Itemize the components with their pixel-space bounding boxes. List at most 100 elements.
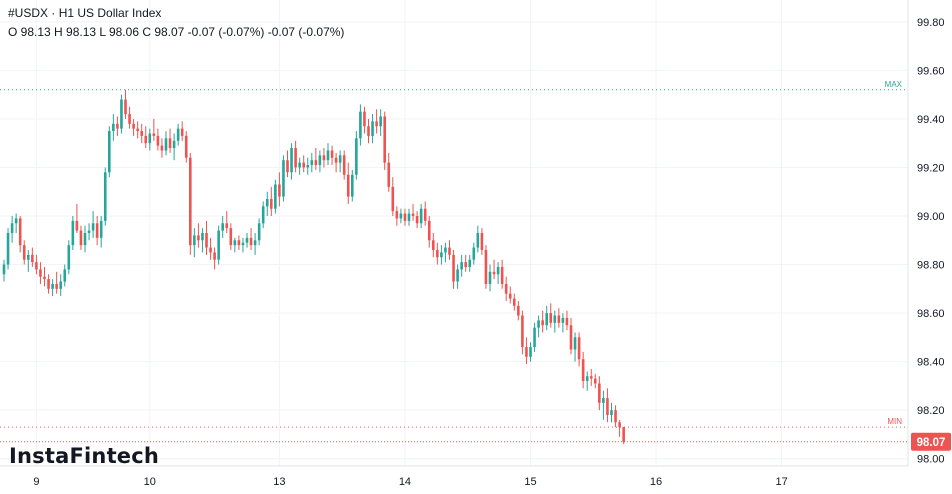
candle [379,109,382,136]
candle [225,211,229,233]
candle [180,121,184,141]
candle [444,242,447,263]
candle [577,332,581,367]
candle-body [14,218,18,224]
candle-body [47,279,50,289]
candle [488,264,492,292]
candle [399,208,403,224]
candle [241,237,245,253]
instafintech-logo: InstaFintech [9,444,160,468]
candle [99,216,103,248]
candle-body [456,269,459,282]
candle [346,162,350,204]
candle-body [346,174,350,197]
instrument-title: H1 US Dollar Index [58,6,162,20]
candle-body [156,135,160,146]
candle-body [128,114,131,124]
candle [6,228,10,270]
candle-body [10,223,14,233]
candle [229,223,233,250]
price-tick-label: 98.60 [917,308,945,320]
candle-body [18,218,22,246]
candle [43,266,46,287]
last-price-badge-text: 98.07 [917,437,946,449]
grid-lines [0,0,909,467]
candle-body [468,259,472,267]
candle [326,143,330,166]
candle [411,203,415,221]
candle [217,225,220,265]
candle-body [184,135,188,158]
candle [253,233,257,255]
title-separator: · [51,6,56,20]
candle [71,216,75,250]
time-tick-label: 15 [524,476,536,488]
candle-body [432,240,435,250]
candle [338,150,342,173]
candle [205,220,208,255]
price-tick-label: 99.20 [917,162,945,174]
candle-body [176,128,180,141]
candle-body [318,155,322,166]
candle-body [189,157,192,246]
candle [383,111,386,170]
candle [87,223,91,241]
candle [468,254,472,272]
candle-body [573,337,577,350]
candle [197,223,200,248]
candle [427,216,431,248]
time-tick-label: 13 [273,476,285,488]
candle [496,262,500,284]
candle-body [249,237,253,246]
candle-body [517,305,520,316]
candle-body [521,315,524,348]
candle-body [209,247,212,253]
candle [415,211,419,229]
candle [245,233,249,248]
candle [39,262,42,284]
candle-body [618,422,621,428]
candle [47,274,50,294]
time-tick-label: 14 [399,476,411,488]
price-axis[interactable]: 98.00 98.20 98.40 98.60 98.80 99.00 99.20 99.40… [917,17,945,466]
time-axis[interactable]: 9 10 13 14 15 16 17 [33,476,787,488]
candle [598,376,601,411]
candle [83,225,87,253]
candle [610,402,613,423]
candle-body [375,121,378,127]
ohlc-readout: O 98.13 H 98.13 L 98.06 C 98.07 -0.07 (-… [8,25,345,39]
candle-body [423,208,427,221]
candle [237,235,241,250]
price-tick-label: 99.40 [917,114,945,126]
candle [342,150,346,180]
candle-body [43,276,46,280]
candle-body [525,347,528,357]
candle-body [411,213,415,217]
candle [472,242,476,265]
price-tick-label: 98.80 [917,260,945,272]
candle [176,123,180,146]
candle [128,106,131,129]
candle [387,152,391,192]
candle [436,242,439,265]
chart-title: #USDX · H1 US Dollar Index [8,6,161,20]
candle-body [290,148,293,173]
candle [492,259,496,280]
candle [274,179,277,214]
candle [233,237,237,253]
candle-body [448,247,451,255]
candle [164,131,168,156]
candle-body [585,376,589,382]
candle-body [371,121,374,136]
candle-body [622,427,625,442]
candle [452,249,455,289]
candle [440,245,443,265]
candle [391,177,395,217]
candle [318,150,322,173]
price-tick-label: 98.20 [917,405,945,417]
candle [270,186,273,217]
candle-body [610,410,613,416]
candle-body [598,383,601,403]
